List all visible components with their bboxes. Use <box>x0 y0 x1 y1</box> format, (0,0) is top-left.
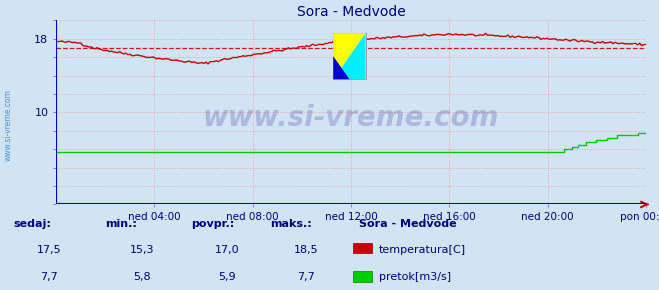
Bar <box>333 33 366 79</box>
Text: 5,8: 5,8 <box>133 272 150 282</box>
Text: www.si-vreme.com: www.si-vreme.com <box>3 89 13 161</box>
Text: min.:: min.: <box>105 219 137 229</box>
Text: temperatura[C]: temperatura[C] <box>379 244 466 255</box>
Polygon shape <box>333 33 366 79</box>
Text: 18,5: 18,5 <box>294 244 319 255</box>
Text: 15,3: 15,3 <box>129 244 154 255</box>
Text: 5,9: 5,9 <box>219 272 236 282</box>
Text: 7,7: 7,7 <box>41 272 58 282</box>
Text: www.si-vreme.com: www.si-vreme.com <box>203 104 499 132</box>
Text: pretok[m3/s]: pretok[m3/s] <box>379 272 451 282</box>
Title: Sora - Medvode: Sora - Medvode <box>297 5 405 19</box>
Text: 17,0: 17,0 <box>215 244 240 255</box>
Text: sedaj:: sedaj: <box>13 219 51 229</box>
Polygon shape <box>333 33 366 79</box>
Bar <box>353 271 372 282</box>
Bar <box>353 243 372 253</box>
Text: povpr.:: povpr.: <box>191 219 235 229</box>
Text: Sora - Medvode: Sora - Medvode <box>359 219 457 229</box>
Text: 17,5: 17,5 <box>37 244 62 255</box>
Text: maks.:: maks.: <box>270 219 312 229</box>
Polygon shape <box>333 56 349 79</box>
Text: 7,7: 7,7 <box>298 272 315 282</box>
